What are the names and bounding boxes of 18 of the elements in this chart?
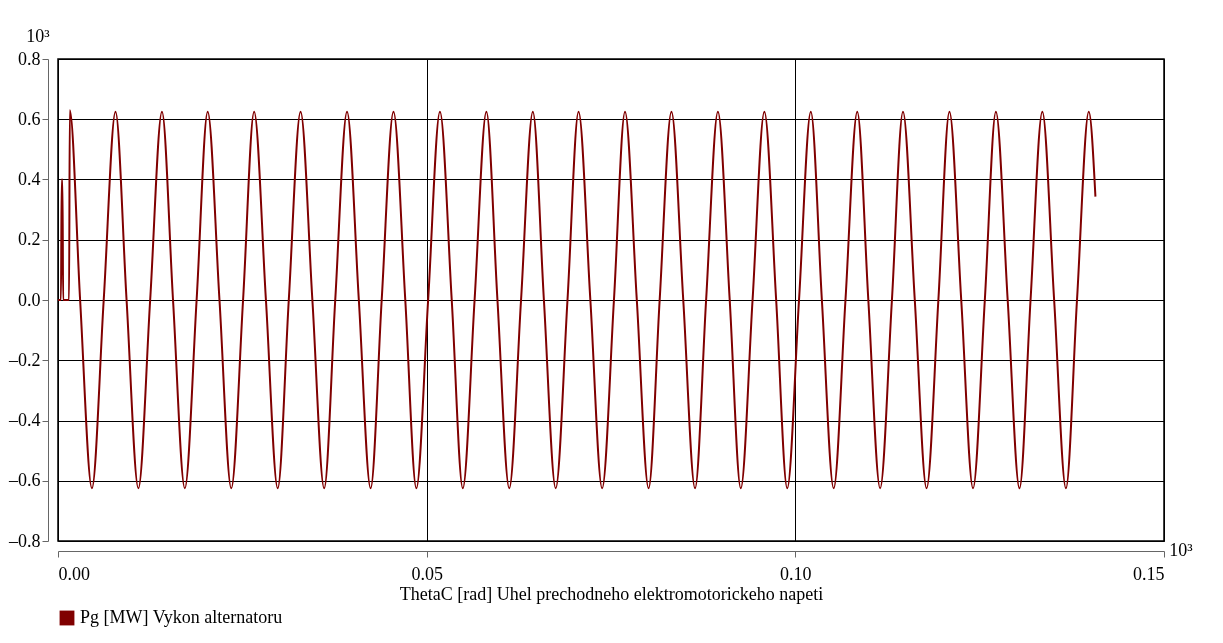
x-tick-label: 0.10 — [780, 563, 812, 584]
y-tick-label: –0.2 — [8, 349, 41, 370]
x-axis-title: ThetaC [rad] Uhel prechodneho elektromotorickeho napeti — [399, 583, 824, 604]
y-tick-label: 0.6 — [18, 108, 41, 129]
y-tick-label: –0.6 — [8, 470, 41, 491]
y-tick-label: –0.4 — [8, 410, 41, 430]
x-tick-label: 0.00 — [58, 563, 90, 584]
y-tick-label: 0.0 — [18, 289, 41, 310]
y-tick-label: 0.8 — [18, 48, 41, 69]
text: 10³ — [26, 26, 51, 46]
legend-label: Pg [MW] Vykon alternatoru — [80, 607, 283, 627]
x-tick-label: 0.05 — [411, 563, 443, 584]
x-tick-label: 0.15 — [1133, 563, 1165, 584]
y-tick-label: 0.2 — [18, 229, 41, 250]
line-series — [58, 109, 1097, 490]
y-tick-label: –0.8 — [8, 530, 41, 551]
y-tick-label: 0.4 — [18, 169, 41, 189]
text: 10³ — [1169, 540, 1194, 560]
